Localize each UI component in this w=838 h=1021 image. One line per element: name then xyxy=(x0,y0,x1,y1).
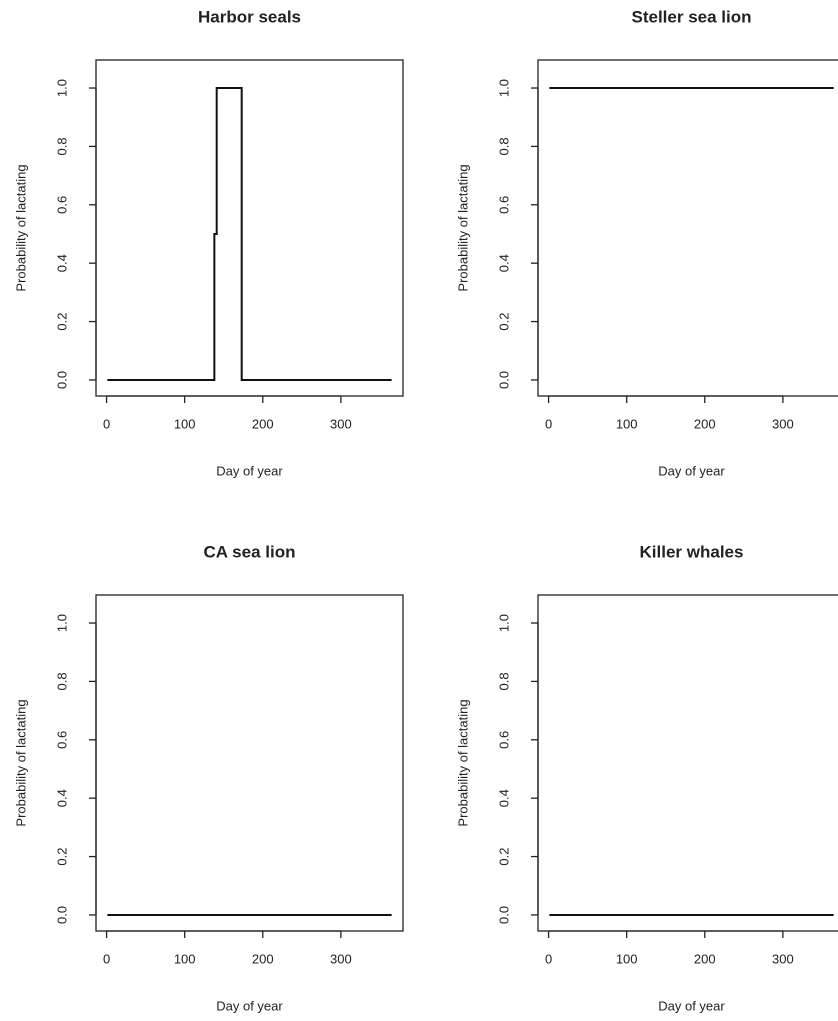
y-tick-label: 0.0 xyxy=(496,371,511,389)
x-tick-label: 100 xyxy=(174,951,196,966)
x-tick-label: 200 xyxy=(252,951,274,966)
y-tick-label: 0.8 xyxy=(496,137,511,155)
plot-box xyxy=(537,594,838,932)
y-tick-label: 0.6 xyxy=(54,731,69,749)
y-tick-label: 0.0 xyxy=(496,906,511,924)
y-tick-label: 0.4 xyxy=(496,254,511,272)
x-tick-label: 100 xyxy=(174,416,196,431)
panel-title: Steller sea lion xyxy=(632,7,752,26)
y-tick-label: 0.2 xyxy=(54,848,69,866)
y-tick-label: 0.0 xyxy=(54,906,69,924)
panel-title: CA sea lion xyxy=(204,542,296,561)
y-axis-label: Probability of lactating xyxy=(455,164,470,291)
y-axis-label: Probability of lactating xyxy=(455,699,470,826)
y-axis-label: Probability of lactating xyxy=(13,164,28,291)
y-tick-label: 0.8 xyxy=(54,672,69,690)
y-tick-label: 1.0 xyxy=(496,614,511,632)
x-axis-label: Day of year xyxy=(216,998,283,1013)
x-tick-label: 100 xyxy=(616,951,638,966)
x-axis-label: Day of year xyxy=(658,463,725,478)
x-tick-label: 200 xyxy=(694,416,716,431)
y-axis-label: Probability of lactating xyxy=(13,699,28,826)
y-tick-label: 0.4 xyxy=(54,254,69,272)
x-tick-label: 300 xyxy=(330,416,352,431)
x-axis-label: Day of year xyxy=(216,463,283,478)
y-tick-label: 0.4 xyxy=(54,789,69,807)
y-tick-label: 1.0 xyxy=(496,79,511,97)
x-tick-label: 100 xyxy=(616,416,638,431)
y-tick-label: 0.2 xyxy=(496,848,511,866)
y-tick-label: 1.0 xyxy=(54,79,69,97)
y-tick-label: 0.6 xyxy=(496,196,511,214)
x-tick-label: 0 xyxy=(545,951,552,966)
panel-title: Killer whales xyxy=(640,542,744,561)
y-tick-label: 0.8 xyxy=(496,672,511,690)
y-tick-label: 0.6 xyxy=(54,196,69,214)
y-tick-label: 0.6 xyxy=(496,731,511,749)
data-line xyxy=(107,87,392,381)
x-tick-label: 300 xyxy=(772,416,794,431)
y-tick-label: 0.2 xyxy=(496,313,511,331)
panel-title: Harbor seals xyxy=(198,7,301,26)
y-tick-label: 0.0 xyxy=(54,371,69,389)
x-tick-label: 200 xyxy=(252,416,274,431)
x-tick-label: 0 xyxy=(103,416,110,431)
plot-box xyxy=(95,594,404,932)
plot-box xyxy=(95,59,404,397)
x-tick-label: 300 xyxy=(330,951,352,966)
x-tick-label: 0 xyxy=(103,951,110,966)
x-tick-label: 200 xyxy=(694,951,716,966)
y-tick-label: 0.2 xyxy=(54,313,69,331)
y-tick-label: 0.4 xyxy=(496,789,511,807)
y-tick-label: 0.8 xyxy=(54,137,69,155)
x-tick-label: 0 xyxy=(545,416,552,431)
y-tick-label: 1.0 xyxy=(54,614,69,632)
plot-box xyxy=(537,59,838,397)
x-tick-label: 300 xyxy=(772,951,794,966)
x-axis-label: Day of year xyxy=(658,998,725,1013)
